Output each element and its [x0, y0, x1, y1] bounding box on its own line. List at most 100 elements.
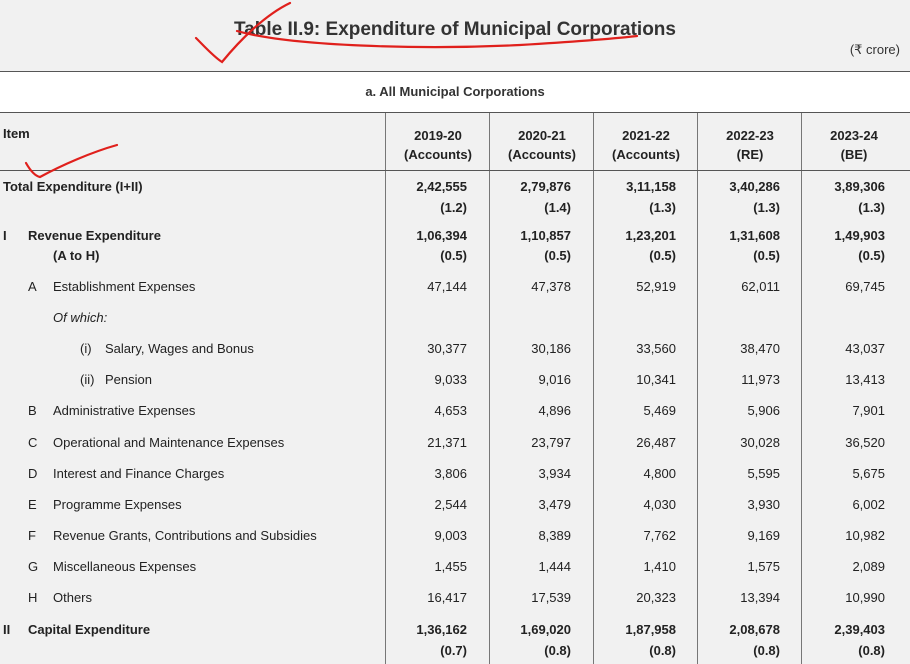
table-cell: 1,455	[434, 559, 467, 574]
table-cell: 36,520	[845, 435, 885, 450]
table-cell: 7,762	[643, 528, 676, 543]
table-cell: 2,39,403	[834, 622, 885, 637]
table-cell: 3,11,158	[626, 179, 676, 194]
row-marker: H	[28, 590, 38, 605]
table-cell: 1,31,608	[729, 228, 780, 243]
row-label: Revenue Grants, Contributions and Subsid…	[53, 528, 317, 543]
table-cell: 2,42,555	[416, 179, 467, 194]
subtitle-band	[0, 72, 910, 113]
table-cell: 1,10,857	[520, 228, 571, 243]
table-cell: 13,413	[845, 372, 885, 387]
column-divider	[697, 113, 698, 664]
column-divider	[489, 113, 490, 664]
table-cell: 10,982	[845, 528, 885, 543]
table-cell: 2,08,678	[729, 622, 780, 637]
table-cell-share: (0.8)	[858, 643, 885, 658]
column-divider	[385, 113, 386, 664]
table-cell: 30,028	[740, 435, 780, 450]
row-label: Interest and Finance Charges	[53, 466, 225, 481]
table-cell-share: (1.4)	[544, 200, 571, 215]
table-cell: 43,037	[845, 341, 885, 356]
row-label: Salary, Wages and Bonus	[105, 341, 254, 356]
unit-label: (₹ crore)	[849, 42, 900, 57]
header-divider	[0, 170, 910, 171]
table-cell-share: (0.8)	[753, 643, 780, 658]
table-cell: 1,49,903	[834, 228, 885, 243]
column-header-year: 2021-22	[622, 128, 670, 143]
table-cell: 7,901	[852, 403, 885, 418]
table-cell-share: (0.5)	[858, 248, 885, 263]
table-cell: 13,394	[740, 590, 780, 605]
table-cell-share: (1.2)	[440, 200, 467, 215]
row-marker: C	[28, 435, 38, 450]
table-cell: 47,378	[531, 279, 571, 294]
column-header-2020-21: 2020-21 (Accounts)	[490, 126, 594, 164]
row-marker: II	[3, 622, 11, 637]
column-header-2019-20: 2019-20 (Accounts)	[386, 126, 490, 164]
table-cell: 4,800	[643, 466, 676, 481]
table-cell: 4,030	[643, 497, 676, 512]
row-label-continuation: (A to H)	[53, 248, 100, 263]
table-cell: 3,806	[434, 466, 467, 481]
row-label: Capital Expenditure	[28, 622, 151, 637]
column-header-type: (RE)	[736, 147, 764, 162]
row-marker: G	[28, 559, 39, 574]
table-cell: 1,410	[643, 559, 676, 574]
row-label: Administrative Expenses	[53, 403, 196, 418]
table-cell: 9,003	[434, 528, 467, 543]
table-cell: 2,089	[852, 559, 885, 574]
row-marker: E	[28, 497, 37, 512]
column-header-year: 2022-23	[726, 128, 774, 143]
table-cell-share: (0.8)	[544, 643, 571, 658]
table-cell: 3,89,306	[834, 179, 885, 194]
table-cell: 38,470	[740, 341, 780, 356]
row-label: Operational and Maintenance Expenses	[53, 435, 285, 450]
table-cell: 5,469	[643, 403, 676, 418]
table-cell: 9,033	[434, 372, 467, 387]
table-cell: 9,169	[747, 528, 780, 543]
row-marker: A	[28, 279, 37, 294]
table-cell: 1,575	[747, 559, 780, 574]
table-cell: 2,79,876	[520, 179, 571, 194]
row-label: Pension	[105, 372, 152, 387]
table-cell-share: (1.3)	[753, 200, 780, 215]
table-cell-share: (0.7)	[440, 643, 467, 658]
table-cell-share: (0.5)	[440, 248, 467, 263]
table-cell: 30,186	[531, 341, 571, 356]
column-header-year: 2020-21	[518, 128, 566, 143]
table-cell: 4,896	[538, 403, 571, 418]
table-cell: 1,69,020	[520, 622, 571, 637]
row-marker: I	[3, 228, 7, 243]
table-cell: 1,444	[538, 559, 571, 574]
table-cell: 33,560	[636, 341, 676, 356]
table-cell: 10,341	[636, 372, 676, 387]
column-divider	[801, 113, 802, 664]
table-cell: 20,323	[636, 590, 676, 605]
column-divider	[593, 113, 594, 664]
table-cell: 2,544	[434, 497, 467, 512]
table-cell: 23,797	[531, 435, 571, 450]
table-cell: 1,23,201	[625, 228, 676, 243]
row-label: Programme Expenses	[53, 497, 182, 512]
row-marker: (ii)	[80, 372, 95, 387]
table-cell: 5,675	[852, 466, 885, 481]
column-header-item: Item	[3, 126, 30, 141]
table-title: Table II.9: Expenditure of Municipal Cor…	[234, 19, 676, 40]
row-marker: B	[28, 403, 37, 418]
table-cell: 5,906	[747, 403, 780, 418]
table-cell: 26,487	[636, 435, 676, 450]
table-cell-share: (0.5)	[649, 248, 676, 263]
table-cell: 69,745	[845, 279, 885, 294]
table-cell-share: (0.8)	[649, 643, 676, 658]
table-cell: 1,06,394	[416, 228, 467, 243]
table-cell: 9,016	[538, 372, 571, 387]
column-header-2021-22: 2021-22 (Accounts)	[594, 126, 698, 164]
row-marker: D	[28, 466, 38, 481]
row-label: Of which:	[53, 310, 108, 325]
row-label: Total Expenditure (I+II)	[3, 179, 143, 194]
row-marker: F	[28, 528, 36, 543]
row-label: Revenue Expenditure	[28, 228, 161, 243]
column-header-type: (BE)	[840, 147, 868, 162]
table-cell: 62,011	[741, 279, 780, 294]
table-cell: 3,479	[538, 497, 571, 512]
